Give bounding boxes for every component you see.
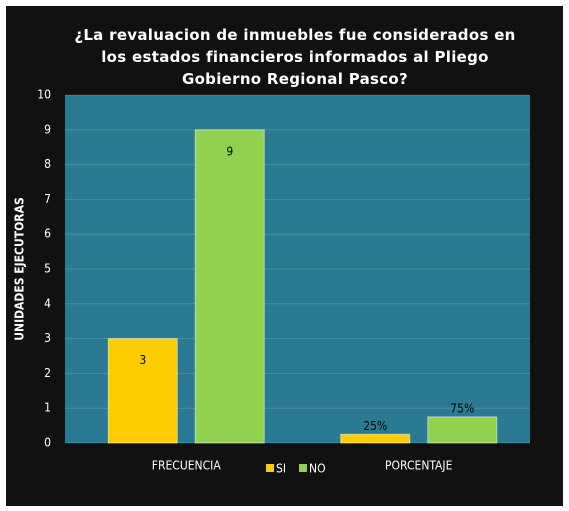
y-tick-label: 8 bbox=[44, 157, 51, 171]
y-tick-label: 10 bbox=[37, 88, 51, 102]
y-axis-label: UNIDADES EJECUTORAS bbox=[13, 197, 27, 340]
y-tick-label: 2 bbox=[44, 366, 51, 380]
y-tick-label: 1 bbox=[44, 401, 51, 415]
x-tick-label: PORCENTAJE bbox=[385, 459, 453, 473]
y-tick-label: 7 bbox=[44, 192, 51, 206]
legend-swatch bbox=[266, 464, 274, 472]
y-tick-label: 9 bbox=[44, 122, 51, 136]
y-tick-label: 5 bbox=[44, 262, 51, 276]
legend-label: SI bbox=[276, 462, 286, 476]
y-tick-label: 4 bbox=[44, 296, 51, 310]
x-tick-label: FRECUENCIA bbox=[152, 459, 222, 473]
bar bbox=[427, 416, 498, 444]
y-tick-label: 0 bbox=[44, 436, 51, 450]
bar bbox=[340, 433, 411, 444]
bar bbox=[107, 338, 178, 444]
y-tick-label: 3 bbox=[44, 331, 51, 345]
data-label: 3 bbox=[139, 353, 146, 367]
data-label: 9 bbox=[226, 144, 233, 158]
data-label: 75% bbox=[450, 401, 474, 415]
y-tick-label: 6 bbox=[44, 227, 51, 241]
chart-title: ¿La revaluacion de inmuebles fue conside… bbox=[74, 26, 516, 88]
bar bbox=[194, 129, 265, 444]
data-label: 25% bbox=[363, 419, 387, 433]
legend-swatch bbox=[299, 464, 307, 472]
legend-label: NO bbox=[309, 462, 326, 476]
